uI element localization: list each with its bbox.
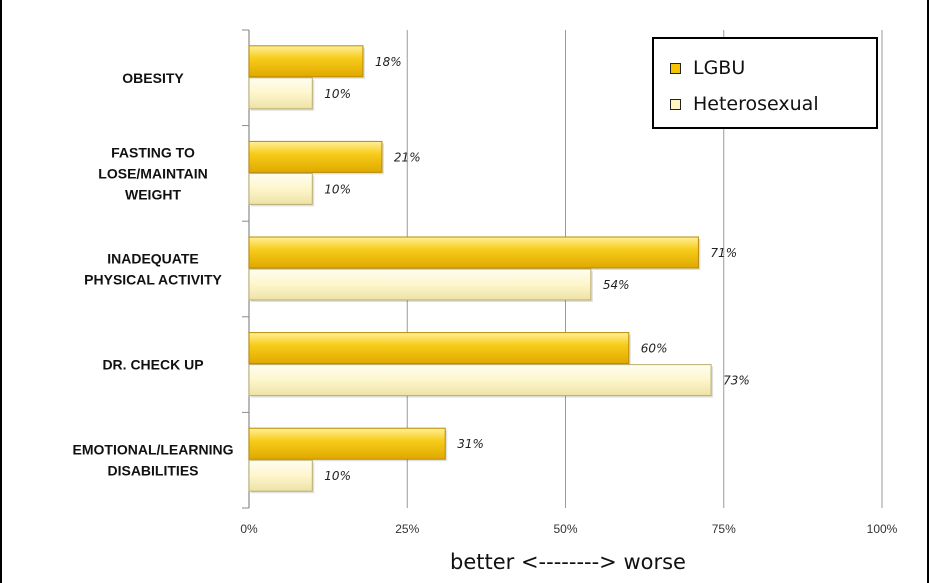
bars (248, 45, 714, 494)
data-label-lgbu-2: 71% (710, 246, 737, 260)
data-label-lgbu-0: 18% (375, 55, 402, 69)
x-tick-label: 75% (712, 522, 736, 536)
bar-heterosexual-4 (248, 459, 313, 492)
category-label-line: INADEQUATE (107, 251, 199, 267)
category-label-0: OBESITY (122, 70, 184, 86)
data-label-heterosexual-4: 10% (324, 469, 351, 483)
bar-lgbu-4 (248, 427, 446, 460)
category-label-line: DR. CHECK UP (102, 357, 203, 373)
data-label-heterosexual-1: 10% (324, 182, 351, 196)
x-axis-label: better <--------> worse (450, 550, 686, 574)
bar-lgbu-2 (248, 236, 699, 269)
x-tick-label: 50% (553, 522, 577, 536)
bar-heterosexual-0 (248, 77, 313, 110)
data-label-heterosexual-0: 10% (324, 87, 351, 101)
legend: LGBU Heterosexual (652, 37, 878, 129)
legend-label-lgbu: LGBU (693, 57, 746, 79)
category-label-line: LOSE/MAINTAIN (98, 165, 207, 181)
category-label-line: OBESITY (122, 70, 184, 86)
bar-lgbu-0 (248, 45, 364, 78)
category-label-line: WEIGHT (125, 186, 181, 202)
legend-swatch-lgbu (670, 62, 681, 74)
category-label-2: INADEQUATE PHYSICAL ACTIVITY (84, 251, 222, 288)
bar-heterosexual-2 (248, 268, 592, 301)
legend-item-lgbu: LGBU (670, 57, 745, 79)
data-label-heterosexual-3: 73% (723, 374, 750, 388)
legend-swatch-heterosexual (670, 98, 681, 110)
category-label-line: EMOTIONAL/LEARNING (73, 442, 234, 458)
category-label-line: DISABILITIES (107, 463, 198, 479)
legend-label-heterosexual: Heterosexual (693, 93, 819, 115)
bar-lgbu-1 (248, 140, 383, 173)
category-label-line: FASTING TO (111, 144, 195, 160)
category-label-3: DR. CHECK UP (102, 357, 203, 373)
data-label-heterosexual-2: 54% (603, 278, 630, 292)
legend-item-heterosexual: Heterosexual (670, 93, 819, 115)
bar-lgbu-3 (248, 332, 630, 365)
x-tick-label: 100% (867, 522, 898, 536)
x-tick-label: 0% (240, 522, 258, 536)
data-label-lgbu-3: 60% (641, 342, 668, 356)
data-label-lgbu-1: 21% (394, 150, 421, 164)
bar-heterosexual-1 (248, 172, 313, 205)
category-label-line: PHYSICAL ACTIVITY (84, 272, 222, 288)
category-label-4: EMOTIONAL/LEARNING DISABILITIES (73, 442, 234, 479)
x-tick-label: 25% (395, 522, 419, 536)
bar-heterosexual-3 (248, 364, 712, 397)
category-label-1: FASTING TO LOSE/MAINTAIN WEIGHT (98, 144, 207, 202)
data-label-lgbu-4: 31% (457, 437, 484, 451)
labels: 0% 25% 50% 75% 100% 18% 10% OBESITY 21% 10% FASTIN… (73, 55, 898, 536)
